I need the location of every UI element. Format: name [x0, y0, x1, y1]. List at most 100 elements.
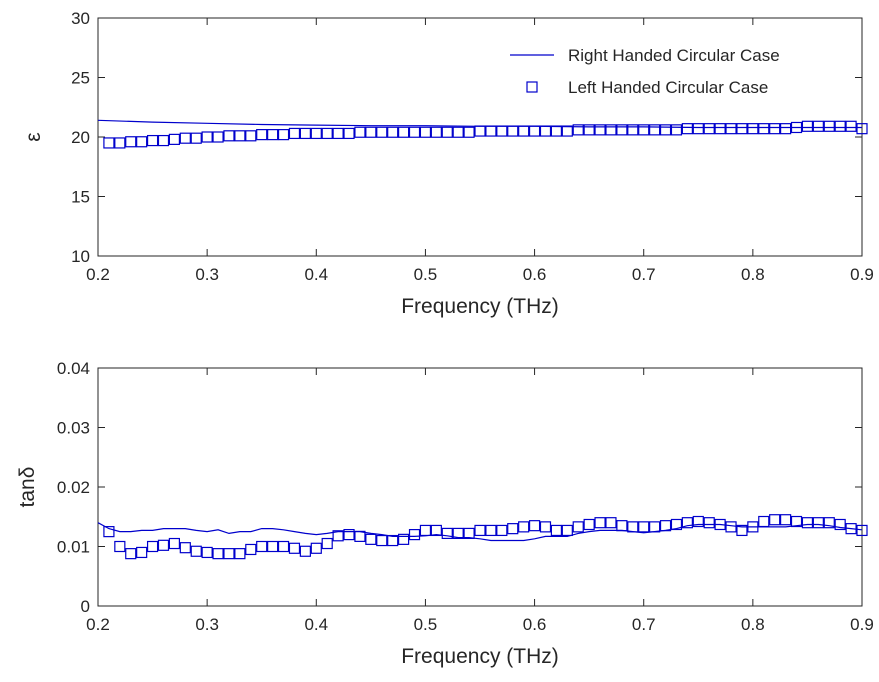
- tan-delta-left-handed-marker: [834, 518, 846, 531]
- tan-delta-left-handed-marker: [528, 520, 541, 532]
- tan-delta-left-handed-marker: [681, 517, 693, 529]
- epsilon-chart: 0.2 0.3 0.4 0.5 0.6 0.7 0.8 0.9 10 15 20 25 30 Freque…: [22, 9, 874, 318]
- epsilon-left-handed-marker: [801, 120, 814, 132]
- tan-delta-left-handed-marker: [801, 517, 814, 529]
- tan-delta-left-handed-marker: [168, 537, 180, 550]
- tan-delta-left-handed-marker: [234, 548, 246, 560]
- epsilon-left-handed-marker: [256, 129, 268, 141]
- epsilon-left-handed-marker: [627, 124, 639, 136]
- tan-delta-left-handed-marker: [561, 524, 573, 537]
- tan-delta-left-handed-marker: [387, 534, 399, 547]
- tan-delta-left-handed-marker: [703, 517, 715, 529]
- tan-delta-left-handed-marker: [365, 533, 377, 545]
- epsilon-left-handed-marker: [332, 127, 344, 140]
- tan-delta-left-handed-marker: [136, 546, 148, 559]
- tan-delta-left-handed-marker: [823, 517, 835, 529]
- tan-delta-left-handed-marker: [692, 515, 704, 528]
- tan-delta-left-handed-marker: [747, 521, 759, 533]
- tan-delta-left-handed-marker: [419, 524, 432, 537]
- epsilon-left-handed-marker: [769, 123, 781, 135]
- tan-delta-left-handed-marker: [398, 533, 410, 545]
- epsilon-left-handed-marker: [463, 126, 475, 138]
- epsilon-left-handed-marker: [267, 129, 279, 141]
- tan-delta-y-tick-label: 0: [81, 597, 90, 616]
- epsilon-left-handed-marker: [594, 124, 606, 136]
- epsilon-left-handed-marker: [528, 125, 541, 137]
- epsilon-left-handed-marker: [605, 124, 617, 136]
- epsilon-left-handed-marker: [136, 136, 148, 148]
- epsilon-x-axis-title: Frequency (THz): [401, 295, 559, 318]
- epsilon-left-handed-marker: [146, 134, 159, 147]
- tan-delta-left-handed-marker: [125, 548, 137, 560]
- tan-delta-left-handed-marker: [736, 524, 748, 537]
- tan-delta-x-axis-title: Frequency (THz): [401, 645, 559, 668]
- epsilon-left-handed-marker: [812, 120, 824, 132]
- tan-delta-left-handed-marker: [332, 530, 344, 542]
- tan-delta-left-handed-marker: [670, 518, 683, 531]
- tan-delta-left-handed-marker: [299, 545, 311, 557]
- epsilon-left-handed-marker: [157, 134, 170, 147]
- tan-delta-left-handed-marker: [190, 545, 202, 557]
- tan-delta-x-tick-label: 0.2: [86, 615, 110, 634]
- epsilon-left-handed-marker: [343, 127, 355, 140]
- tan-delta-left-handed-marker: [594, 517, 606, 529]
- epsilon-left-handed-marker: [387, 126, 399, 138]
- tan-delta-left-handed-marker: [408, 528, 421, 541]
- tan-delta-left-handed-marker: [179, 542, 191, 554]
- epsilon-left-handed-marker: [518, 125, 530, 137]
- tan-delta-left-handed-marker: [638, 521, 650, 533]
- tan-delta-left-handed-marker: [441, 527, 453, 540]
- tan-delta-chart: 0.2 0.3 0.4 0.5 0.6 0.7 0.8 0.9 0 0.01 0.02 0.03 0.0…: [16, 359, 874, 668]
- tan-delta-left-handed-marker: [463, 527, 475, 540]
- tan-delta-left-handed-marker: [779, 514, 792, 526]
- legend-entry-label: Right Handed Circular Case: [568, 46, 780, 65]
- tan-delta-left-handed-marker: [485, 524, 497, 537]
- tan-delta-left-handed-marker: [430, 524, 442, 537]
- epsilon-left-handed-marker: [234, 130, 246, 142]
- tan-delta-left-handed-marker: [157, 539, 170, 551]
- tan-delta-left-handed-marker: [845, 523, 857, 535]
- epsilon-left-handed-marker: [692, 123, 704, 135]
- epsilon-x-tick-label: 0.8: [741, 265, 765, 284]
- tan-delta-left-handed-marker: [714, 518, 726, 531]
- tan-delta-left-handed-marker: [616, 520, 628, 532]
- tan-delta-left-handed-marker: [856, 524, 868, 537]
- epsilon-left-handed-marker: [790, 121, 803, 134]
- tan-delta-left-handed-marker: [310, 542, 322, 554]
- epsilon-left-handed-marker: [572, 124, 584, 136]
- epsilon-left-handed-marker: [649, 124, 661, 136]
- tan-delta-x-tick-label: 0.3: [195, 615, 219, 634]
- epsilon-left-handed-marker: [758, 123, 770, 135]
- tan-delta-left-handed-marker: [518, 521, 530, 533]
- tan-delta-left-handed-marker: [114, 540, 126, 553]
- tan-delta-y-axis-title: tanδ: [16, 467, 39, 508]
- epsilon-left-handed-marker: [725, 123, 737, 135]
- epsilon-left-handed-marker: [201, 131, 213, 143]
- epsilon-left-handed-marker: [507, 125, 519, 137]
- epsilon-left-handed-marker: [681, 123, 693, 135]
- epsilon-left-handed-marker: [223, 130, 235, 142]
- epsilon-left-handed-marker: [659, 124, 672, 136]
- epsilon-left-handed-marker: [179, 132, 191, 144]
- epsilon-left-handed-marker: [638, 124, 650, 136]
- tan-delta-left-handed-marker: [212, 548, 224, 560]
- epsilon-left-handed-marker: [190, 132, 202, 144]
- epsilon-left-handed-marker: [212, 131, 224, 143]
- epsilon-left-handed-marker: [168, 133, 180, 145]
- epsilon-left-handed-marker: [561, 125, 573, 137]
- epsilon-left-handed-marker: [779, 123, 792, 135]
- epsilon-left-handed-marker: [834, 120, 846, 132]
- tan-delta-left-handed-marker: [659, 520, 672, 532]
- epsilon-left-handed-marker: [277, 129, 290, 141]
- tan-delta-left-handed-marker: [474, 524, 486, 537]
- epsilon-y-tick-label: 15: [71, 188, 90, 207]
- epsilon-x-tick-label: 0.2: [86, 265, 110, 284]
- legend-entry-label: Left Handed Circular Case: [568, 78, 768, 97]
- epsilon-left-handed-marker: [485, 125, 497, 137]
- tan-delta-x-tick-label: 0.7: [632, 615, 656, 634]
- epsilon-plot-area: [97, 17, 863, 257]
- epsilon-left-handed-marker: [288, 127, 301, 140]
- epsilon-left-handed-marker: [114, 137, 126, 149]
- epsilon-left-handed-marker: [430, 126, 442, 138]
- tan-delta-x-tick-label: 0.8: [741, 615, 765, 634]
